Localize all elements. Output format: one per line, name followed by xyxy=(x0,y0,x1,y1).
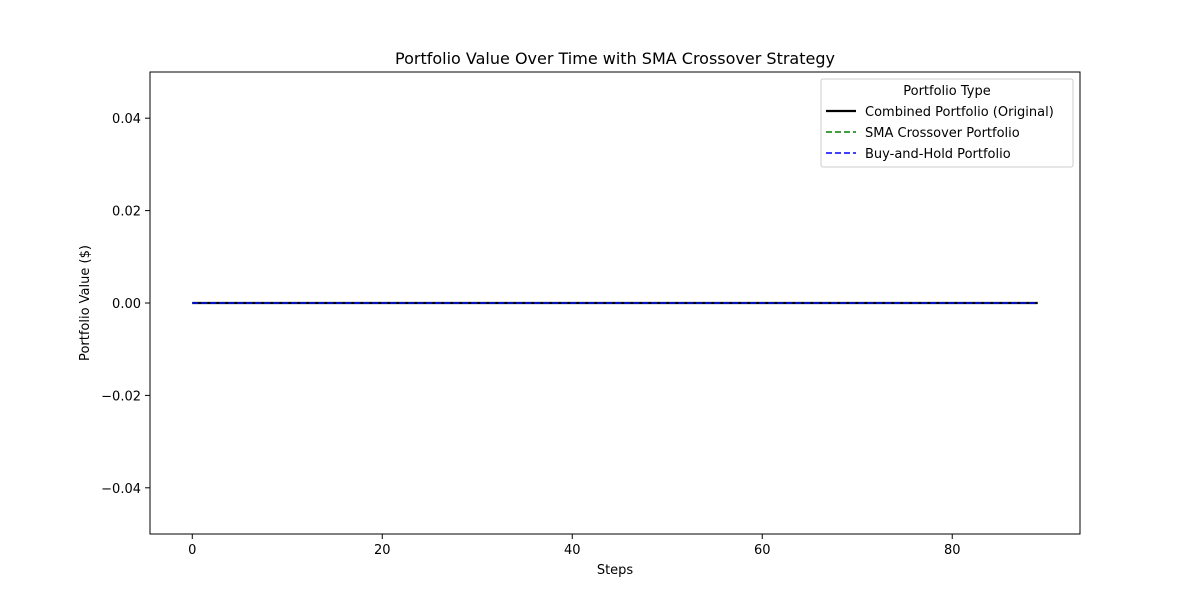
x-tick-label: 40 xyxy=(564,543,581,558)
y-axis-ticks: −0.04 −0.02 0.00 0.02 0.04 xyxy=(101,112,150,497)
x-axis-label: Steps xyxy=(597,563,634,578)
x-tick-label: 20 xyxy=(374,543,391,558)
legend-label-combined: Combined Portfolio (Original) xyxy=(865,105,1054,120)
y-tick-label: −0.04 xyxy=(101,482,141,497)
legend-label-buyhold: Buy-and-Hold Portfolio xyxy=(865,147,1011,162)
x-tick-label: 80 xyxy=(944,543,961,558)
legend-title: Portfolio Type xyxy=(903,84,990,99)
y-tick-label: 0.02 xyxy=(112,205,141,220)
x-tick-label: 0 xyxy=(188,543,196,558)
y-tick-label: 0.04 xyxy=(112,112,141,127)
legend: Portfolio Type Combined Portfolio (Origi… xyxy=(820,78,1074,168)
y-axis-label: Portfolio Value ($) xyxy=(78,245,93,361)
y-tick-label: 0.00 xyxy=(112,297,141,312)
y-tick-label: −0.02 xyxy=(101,389,141,404)
legend-box xyxy=(820,78,1074,168)
legend-label-sma: SMA Crossover Portfolio xyxy=(865,126,1020,141)
x-axis-ticks: 0 20 40 60 80 xyxy=(188,534,961,558)
chart-title: Portfolio Value Over Time with SMA Cross… xyxy=(395,49,835,68)
x-tick-label: 60 xyxy=(754,543,771,558)
